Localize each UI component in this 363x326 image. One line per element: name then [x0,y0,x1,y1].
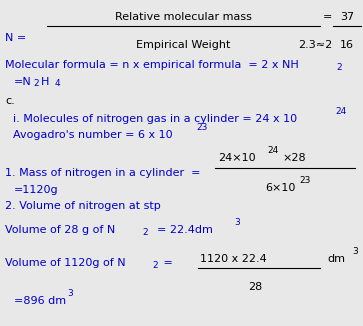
Text: =896 dm: =896 dm [14,296,66,306]
Text: 1120 x 22.4: 1120 x 22.4 [200,254,267,264]
Text: Volume of 1120g of N: Volume of 1120g of N [5,258,126,268]
Text: i. Molecules of nitrogen gas in a cylinder = 24 x 10: i. Molecules of nitrogen gas in a cylind… [13,114,297,124]
Text: 23: 23 [299,176,310,185]
Text: dm: dm [327,254,345,264]
Text: 23: 23 [196,123,207,132]
Text: 6×10: 6×10 [265,183,295,193]
Text: =: = [160,258,173,268]
Text: 2: 2 [33,79,38,88]
Text: 3: 3 [67,289,73,298]
Text: Avogadro's number = 6 x 10: Avogadro's number = 6 x 10 [13,130,173,140]
Text: Molecular formula = n x empirical formula  = 2 x NH: Molecular formula = n x empirical formul… [5,60,299,70]
Text: H: H [41,77,49,87]
Text: 1. Mass of nitrogen in a cylinder  =: 1. Mass of nitrogen in a cylinder = [5,168,200,178]
Text: 2: 2 [152,261,158,270]
Text: ×28: ×28 [282,153,306,163]
Text: =: = [323,12,333,22]
Text: 2: 2 [336,63,342,72]
Text: 2. Volume of nitrogen at stp: 2. Volume of nitrogen at stp [5,201,161,211]
Text: 24: 24 [335,107,346,116]
Text: Relative molecular mass: Relative molecular mass [115,12,252,22]
Text: =1120g: =1120g [14,185,59,195]
Text: Empirical Weight: Empirical Weight [136,40,230,50]
Text: =N: =N [14,77,32,87]
Text: 2: 2 [142,228,148,237]
Text: = 22.4dm: = 22.4dm [150,225,213,235]
Text: 37: 37 [340,12,354,22]
Text: Volume of 28 g of N: Volume of 28 g of N [5,225,115,235]
Text: 4: 4 [55,79,61,88]
Text: 24×10: 24×10 [218,153,256,163]
Text: 24: 24 [267,146,278,155]
Text: 2.3≈2: 2.3≈2 [298,40,332,50]
Text: 28: 28 [248,282,262,292]
Text: N =: N = [5,33,26,43]
Text: c.: c. [5,96,15,106]
Text: 3: 3 [352,247,358,256]
Text: 3: 3 [234,218,240,227]
Text: 16: 16 [340,40,354,50]
